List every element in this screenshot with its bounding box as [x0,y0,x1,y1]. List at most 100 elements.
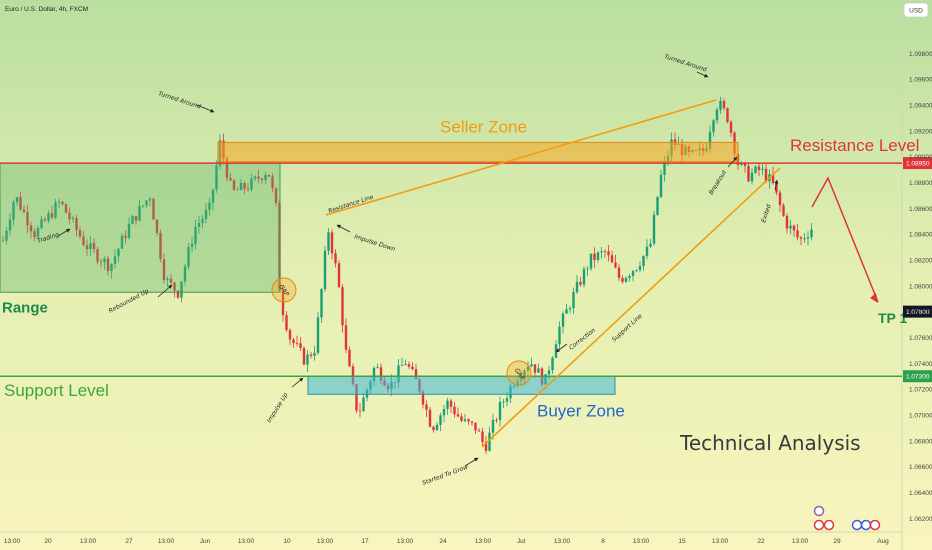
y-tick-label: 1.09000 [909,154,932,161]
candle-body [502,401,505,403]
x-tick-label: 13:00 [554,538,571,545]
candle-body [782,205,785,216]
annotation-arrow [157,284,173,298]
candle-body [82,236,85,246]
candle-body [526,366,530,371]
annotation-arrow [291,377,304,388]
candle-body [729,121,733,133]
candle-body [348,349,351,367]
candle-body [155,219,159,233]
gap-circle [506,360,532,386]
x-tick-label: Aug [877,538,889,545]
candle-body [169,278,173,283]
y-tick-label: 1.06400 [909,490,932,497]
candle-body [435,424,439,431]
candle-body [379,367,383,381]
candle-body [442,409,446,416]
candle-body [173,282,176,291]
candle-body [330,232,334,254]
candle-body [239,182,243,191]
candle-body [404,364,407,365]
candle-body [624,277,628,282]
price-tag [903,305,932,318]
buyer-zone [307,375,616,395]
candle-body [47,213,50,221]
y-tick-label: 1.06600 [909,464,932,471]
candle-body [470,421,474,423]
candle-body [761,168,764,170]
candle-body [488,432,491,451]
candle-body [453,406,456,415]
candle-body [92,243,96,250]
x-tick-label: 17 [361,538,369,545]
candle-body [351,366,355,385]
candle-body [292,339,295,343]
overlays: Range Seller Zone Buyer Zone Resistance Lev… [0,2,932,531]
candle-body [715,109,719,121]
candle-body [337,263,341,288]
x-tick-label: 13:00 [397,538,414,545]
candle-body [757,166,761,170]
y-tick-label: 1.07600 [909,335,932,342]
candle-body [642,255,645,267]
candle-body [659,174,663,197]
candle-body [460,416,463,421]
candle-body [565,309,568,314]
candle-body [775,183,778,193]
candle-body [162,259,166,281]
event-marker-icon [860,519,872,531]
candle-body [810,229,813,238]
candle-body [295,342,299,344]
x-tick-label: Jul [517,538,526,545]
candles [1,96,813,455]
y-tick-label: 1.08800 [909,180,932,187]
candle-body [302,347,306,365]
candle-body [803,238,806,240]
candle-body [708,131,712,149]
support-trendline [481,167,781,448]
candle-body [85,245,89,250]
candle-body [75,218,78,231]
price-tag-label: 1.07300 [906,374,930,381]
candle-body [414,369,418,380]
candle-body [64,204,68,213]
candle-body [141,205,145,207]
candle-body [474,422,477,431]
annotation-arrow [555,343,568,353]
candle-body [477,430,481,432]
y-tick-label: 1.06200 [909,516,932,523]
candle-body [309,354,313,356]
seller-zone [217,141,739,163]
candle-body [467,419,470,422]
candle-body [747,166,750,182]
candle-body [271,176,274,189]
candle-body [785,215,789,229]
candle-body [99,261,103,263]
candle-body [358,410,362,412]
candle-body [432,426,435,431]
candle-body [110,263,113,272]
candle-body [603,251,607,253]
candle-body [19,197,22,210]
x-tick-label: 13:00 [792,538,809,545]
watermark-text: Technical Analysis [679,431,861,455]
candle-body [607,251,610,256]
candle-body [204,209,208,220]
candle-body [15,197,19,203]
candle-body [372,367,376,382]
resistance-label: Resistance Level [790,136,919,155]
candle-body [400,364,404,366]
event-marker-icon [869,519,881,531]
y-tick-label: 1.06800 [909,438,932,445]
candle-body [726,108,729,122]
candle-body [750,172,754,182]
candle-body [547,370,551,375]
candle-body [663,161,666,175]
support-label: Support Level [4,381,109,400]
candle-body [166,278,169,281]
resistance-trendline [325,99,717,216]
event-marker-icon [813,519,825,531]
candle-body [71,218,75,220]
